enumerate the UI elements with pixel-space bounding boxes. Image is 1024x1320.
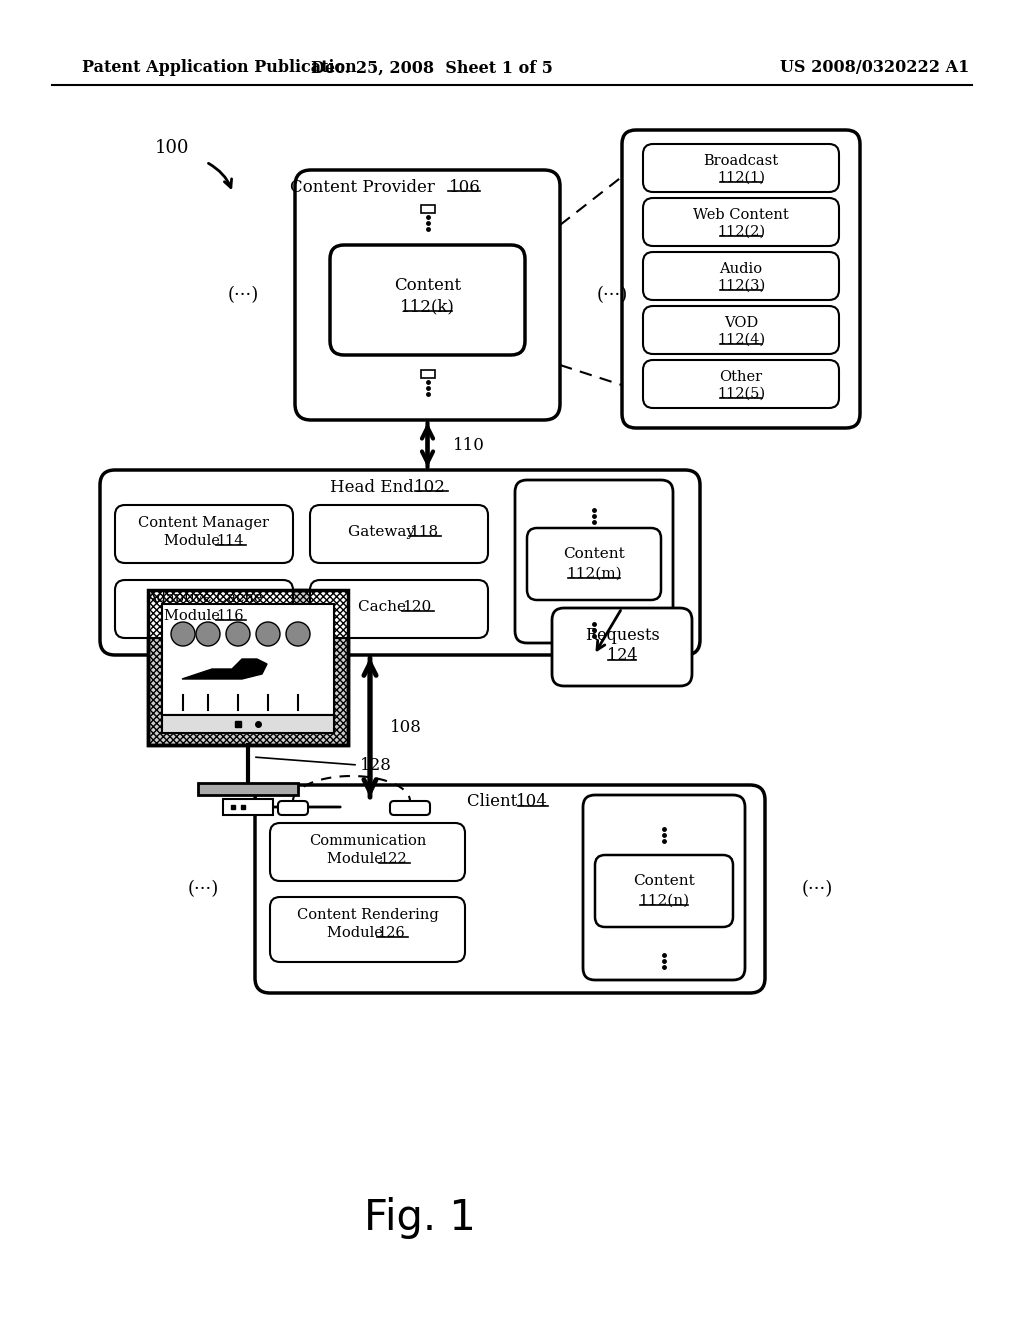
Text: 112(n): 112(n) [638,894,689,908]
FancyBboxPatch shape [115,579,293,638]
Bar [657,817,671,825]
Bar [162,715,334,733]
Text: 120: 120 [402,601,432,614]
Text: 114: 114 [216,535,244,548]
Text: Requests: Requests [585,627,659,644]
Text: Head End: Head End [331,479,420,495]
Text: Adaptive Cache: Adaptive Cache [145,591,262,605]
FancyBboxPatch shape [552,609,692,686]
FancyBboxPatch shape [330,246,525,355]
Text: 112(3): 112(3) [717,279,765,293]
FancyBboxPatch shape [515,480,673,643]
Text: Communication: Communication [309,834,426,847]
FancyBboxPatch shape [310,579,488,638]
Circle shape [196,622,220,645]
Bar [421,205,434,213]
Text: 116: 116 [216,609,244,623]
Circle shape [171,622,195,645]
Bar [148,590,348,744]
FancyBboxPatch shape [643,198,839,246]
Text: Patent Application Publication: Patent Application Publication [82,59,356,77]
Text: (···): (···) [227,286,259,304]
Bar [421,370,434,378]
Text: Web Content: Web Content [693,209,788,222]
Text: 112(m): 112(m) [566,568,622,581]
Text: 122: 122 [380,851,408,866]
Text: 112(1): 112(1) [717,172,765,185]
FancyBboxPatch shape [622,129,860,428]
Text: Content: Content [563,546,625,561]
Text: Broadcast: Broadcast [703,154,778,168]
Bar [587,612,601,620]
Bar [198,783,298,795]
Text: Module: Module [328,927,388,940]
FancyBboxPatch shape [295,170,560,420]
Text: Module: Module [164,535,224,548]
Text: Client: Client [467,793,522,810]
FancyBboxPatch shape [643,306,839,354]
Text: (···): (···) [187,880,219,898]
Bar [587,498,601,506]
Bar [223,799,273,814]
Text: 112(4): 112(4) [717,333,765,347]
Text: 112(k): 112(k) [400,298,455,315]
FancyBboxPatch shape [643,144,839,191]
Text: (···): (···) [596,286,628,304]
Text: 100: 100 [155,139,189,157]
Text: Content Rendering: Content Rendering [297,908,438,921]
FancyBboxPatch shape [643,252,839,300]
Text: 102: 102 [414,479,445,495]
Text: 108: 108 [390,718,422,735]
Circle shape [256,622,280,645]
Text: Audio: Audio [720,261,763,276]
Text: 112(5): 112(5) [717,387,765,401]
FancyBboxPatch shape [595,855,733,927]
Text: VOD: VOD [724,315,758,330]
FancyBboxPatch shape [583,795,745,979]
Text: Gateway: Gateway [348,525,420,539]
Text: 128: 128 [360,756,392,774]
Text: 112(2): 112(2) [717,224,765,239]
FancyBboxPatch shape [643,360,839,408]
Text: Cache: Cache [357,601,411,614]
Text: 124: 124 [607,648,637,664]
FancyBboxPatch shape [255,785,765,993]
Circle shape [286,622,310,645]
FancyBboxPatch shape [270,898,465,962]
Bar [148,590,348,744]
Text: 106: 106 [450,178,481,195]
Text: Content: Content [633,874,695,888]
Text: 104: 104 [516,793,548,810]
Text: Other: Other [720,370,763,384]
Text: Content Manager: Content Manager [138,516,269,531]
Bar [657,942,671,950]
Circle shape [226,622,250,645]
FancyBboxPatch shape [527,528,662,601]
Text: 118: 118 [410,525,438,539]
Text: Dec. 25, 2008  Sheet 1 of 5: Dec. 25, 2008 Sheet 1 of 5 [311,59,553,77]
Text: US 2008/0320222 A1: US 2008/0320222 A1 [780,59,970,77]
Text: 126: 126 [378,927,406,940]
FancyBboxPatch shape [278,801,308,814]
Text: (···): (···) [802,880,833,898]
Text: Content Provider: Content Provider [290,178,440,195]
FancyBboxPatch shape [310,506,488,564]
FancyBboxPatch shape [270,822,465,880]
FancyBboxPatch shape [115,506,293,564]
FancyBboxPatch shape [100,470,700,655]
Text: Content: Content [394,276,461,293]
Text: 110: 110 [453,437,484,454]
Text: Module: Module [164,609,224,623]
Text: Module: Module [328,851,388,866]
Text: Fig. 1: Fig. 1 [365,1197,476,1239]
FancyBboxPatch shape [390,801,430,814]
Polygon shape [182,659,267,678]
Bar [162,605,334,715]
